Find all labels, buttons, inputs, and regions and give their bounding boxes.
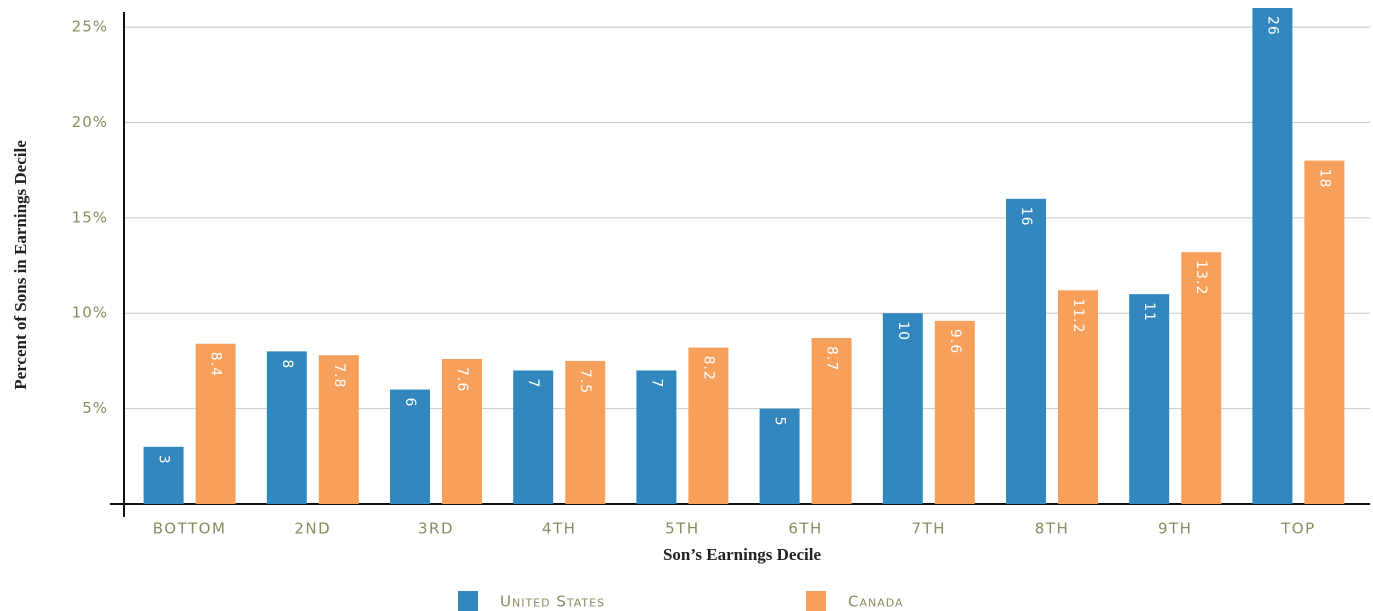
legend-label: United States (500, 593, 605, 611)
bar (266, 351, 307, 504)
bar (143, 446, 184, 504)
data-label: 10 (895, 321, 911, 341)
y-axis-title: Percent of Sons in Earnings Decile (11, 140, 30, 390)
x-tick-label: 9TH (1158, 520, 1193, 538)
data-label: 26 (1264, 16, 1280, 36)
data-label: 7.5 (577, 369, 593, 394)
data-label: 7 (525, 378, 541, 388)
data-label: 16 (1018, 207, 1034, 227)
x-tick-label: 7TH (912, 520, 947, 538)
bar (882, 313, 923, 504)
x-tick-label: BOTTOM (153, 520, 227, 538)
data-label: 3 (156, 455, 172, 465)
data-label: 11 (1141, 302, 1157, 322)
bar (390, 389, 430, 504)
data-label: 7.8 (331, 363, 347, 388)
data-label: 18 (1316, 169, 1332, 189)
bar (513, 370, 554, 504)
bar (318, 355, 359, 504)
y-tick-label: 25% (72, 18, 108, 36)
bar (688, 347, 729, 504)
bar (636, 370, 677, 504)
y-tick-label: 5% (82, 399, 108, 417)
data-label: 7 (648, 378, 664, 388)
bar (811, 338, 852, 504)
bar (1304, 160, 1345, 504)
data-label: 8.4 (208, 352, 224, 377)
legend-label: Canada (848, 593, 904, 611)
bar (1252, 8, 1293, 504)
x-tick-label: 8TH (1035, 520, 1070, 538)
data-label: 8.2 (700, 356, 716, 381)
data-label: 6 (402, 398, 418, 408)
data-label: 13.2 (1193, 260, 1209, 295)
legend-swatch (458, 591, 478, 611)
x-tick-label: 4TH (542, 520, 577, 538)
y-tick-label: 10% (72, 304, 108, 322)
bar (1006, 198, 1046, 504)
bar (934, 320, 975, 504)
x-tick-label: 6TH (788, 520, 823, 538)
y-tick-label: 15% (72, 208, 108, 226)
y-tick-label: 20% (72, 113, 108, 131)
bar (195, 343, 236, 504)
data-label: 8 (279, 359, 295, 369)
data-label: 7.6 (454, 367, 470, 392)
data-label: 8.7 (824, 346, 840, 371)
data-label: 11.2 (1070, 298, 1086, 333)
x-tick-label: 3RD (418, 520, 454, 538)
bar (759, 408, 800, 504)
x-tick-label: TOP (1280, 520, 1316, 538)
data-label: 5 (772, 417, 788, 427)
bar (565, 360, 606, 504)
bar (1181, 252, 1222, 504)
x-tick-label: 5TH (665, 520, 700, 538)
x-axis-title: Son’s Earnings Decile (663, 545, 822, 564)
x-tick-label: 2ND (294, 520, 331, 538)
bar (442, 359, 482, 504)
bar (1058, 290, 1098, 504)
bar (1129, 294, 1170, 504)
legend-swatch (806, 591, 826, 611)
data-label: 9.6 (947, 329, 963, 354)
